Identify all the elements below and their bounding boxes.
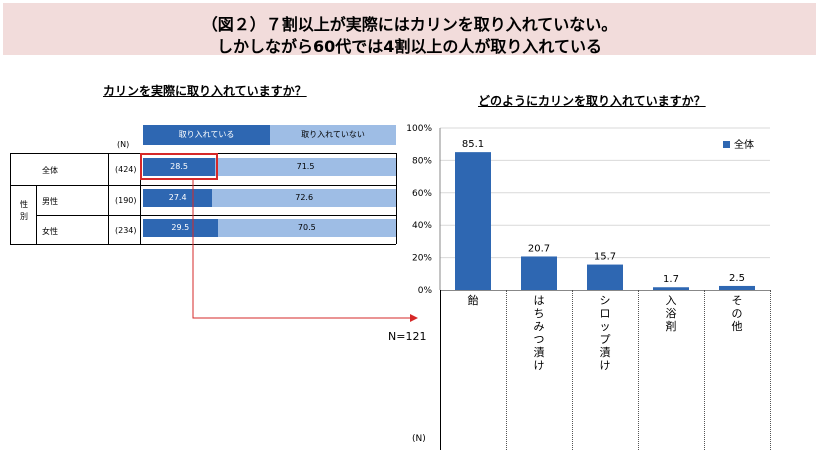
- n-total: N=121: [388, 330, 427, 343]
- category-top-line: [440, 290, 770, 291]
- table-bottom-line: [10, 244, 396, 245]
- data-label: 15.7: [594, 252, 616, 263]
- title-line-1: （図２）７割以上が実際にはカリンを取り入れていない。: [201, 15, 618, 34]
- bar-no-total: 71.5: [215, 158, 396, 176]
- x-tick-label: その他: [731, 294, 743, 333]
- legend-swatch: [723, 141, 730, 148]
- bar-yes-male: 27.4: [143, 189, 213, 207]
- category-divider: [506, 290, 507, 450]
- left-n-header: (N): [117, 140, 130, 149]
- y-tick-label: 40%: [412, 221, 432, 231]
- table-line-2: [36, 215, 396, 216]
- row-label: 男性: [42, 197, 58, 206]
- x-tick-label: はちみつ漬け: [533, 294, 545, 372]
- x-tick-label: シロップ漬け: [599, 294, 611, 372]
- table-label-line: [108, 153, 109, 244]
- table-line-1: [10, 185, 396, 186]
- legend-label: 全体: [734, 138, 754, 151]
- category-divider: [704, 290, 705, 450]
- x-tick-label: 飴: [467, 294, 479, 307]
- data-label: 1.7: [663, 274, 679, 285]
- group-label: 性別: [20, 200, 28, 221]
- legend-no: 取り入れていない: [270, 125, 396, 145]
- table-right-line: [396, 153, 397, 244]
- highlight-box: [140, 153, 219, 180]
- row-n: (424): [115, 165, 137, 174]
- row-n: (190): [115, 196, 137, 205]
- bar: [521, 256, 557, 290]
- bar-yes-female: 29.5: [143, 219, 218, 237]
- bar: [719, 285, 755, 290]
- legend-yes: 取り入れている: [143, 125, 270, 145]
- category-divider: [572, 290, 573, 450]
- data-label: 85.1: [462, 139, 484, 150]
- y-tick-label: 100%: [406, 124, 432, 134]
- title-banner: （図２）７割以上が実際にはカリンを取り入れていない。 しかしながら60代では4割…: [3, 3, 816, 56]
- right-chart-question: どのようにカリンを取り入れていますか？: [478, 94, 706, 108]
- bar-no-male: 72.6: [212, 189, 396, 207]
- row-label: 女性: [42, 227, 58, 236]
- category-left-line: [440, 290, 441, 450]
- table-n-line: [140, 153, 141, 244]
- category-divider: [638, 290, 639, 450]
- x-tick-label: 入浴剤: [665, 294, 677, 333]
- data-label: 20.7: [528, 243, 550, 254]
- y-tick-label: 60%: [412, 189, 432, 199]
- category-divider: [770, 290, 771, 450]
- row-n: (234): [115, 226, 137, 235]
- right-n-header: (N): [412, 434, 426, 444]
- bar: [587, 264, 623, 290]
- row-label: 全体: [42, 166, 58, 175]
- title-line-2: しかしながら60代では4割以上の人が取り入れている: [217, 37, 602, 56]
- chart-svg: 0% 20% 40% 60% 80% 100% 85.1 20.7 15.7 1.7 2.5 全体: [406, 124, 770, 296]
- y-tick-label: 80%: [412, 156, 432, 166]
- bar: [455, 152, 491, 290]
- bar: [653, 287, 689, 290]
- data-label: 2.5: [729, 273, 745, 284]
- table-group-line: [36, 185, 37, 244]
- y-tick-label: 20%: [412, 254, 432, 264]
- y-tick-label: 0%: [418, 286, 433, 296]
- bar-no-female: 70.5: [217, 219, 396, 237]
- table-left-line: [10, 153, 11, 244]
- left-chart-question: カリンを実際に取り入れていますか？: [103, 84, 307, 98]
- bar-yes-total: 28.5: [143, 158, 216, 176]
